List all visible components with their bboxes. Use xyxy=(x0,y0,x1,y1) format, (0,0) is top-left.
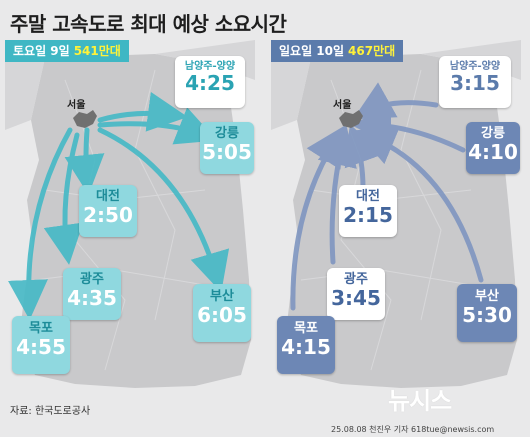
badge-gangneung: 강릉 5:05 xyxy=(200,122,254,174)
arrow-to-busan xyxy=(97,127,230,293)
travel-time: 5:05 xyxy=(202,140,252,165)
destination-name: 대전 xyxy=(96,189,120,204)
travel-time: 4:15 xyxy=(281,335,331,360)
badge-mokpo: 목포 4:15 xyxy=(277,316,335,374)
travel-time: 4:25 xyxy=(185,71,235,95)
sunday-date: 일요일 10일 xyxy=(279,44,345,58)
sunday-panel: 일요일 10일 467만대 서울 남양주-양양 3:15 강릉 4:10 대전 2… xyxy=(271,40,522,390)
badge-gwangju: 광주 4:35 xyxy=(63,268,121,320)
arrow-to-mokpo xyxy=(7,127,73,320)
travel-time: 4:55 xyxy=(16,335,66,360)
badge-mokpo: 목포 4:55 xyxy=(12,316,70,374)
travel-time: 2:15 xyxy=(343,203,393,228)
travel-time: 3:15 xyxy=(450,71,500,95)
destination-name: 광주 xyxy=(80,272,104,287)
sunday-label: 일요일 10일 467만대 xyxy=(271,40,404,62)
source-note: 자료: 한국도로공사 xyxy=(10,406,91,417)
destination-name: 부산 xyxy=(210,289,234,304)
credit-line: 25.08.08 천진우 기자 618tue@newsis.com xyxy=(331,425,495,434)
badge-gangneung: 강릉 4:10 xyxy=(466,122,520,174)
travel-time: 4:35 xyxy=(67,286,117,311)
destination-name: 강릉 xyxy=(215,126,239,141)
travel-time: 4:10 xyxy=(468,140,518,165)
badge-daejeon: 대전 2:15 xyxy=(339,185,397,237)
saturday-date: 토요일 9일 xyxy=(13,44,70,58)
seoul-marker-icon xyxy=(73,110,97,128)
seoul-label: 서울 xyxy=(333,100,352,111)
badge-busan: 부산 5:30 xyxy=(457,284,517,342)
arrow-from-busan xyxy=(355,127,484,283)
arrow-from-mokpo xyxy=(290,125,346,311)
travel-time: 5:30 xyxy=(462,303,512,328)
badge-gwangju: 광주 3:45 xyxy=(327,268,385,320)
destination-name: 목포 xyxy=(29,321,53,336)
badge-busan: 부산 6:05 xyxy=(193,284,251,342)
travel-time: 3:45 xyxy=(331,286,381,311)
destination-name: 강릉 xyxy=(481,126,505,141)
badge-daejeon: 대전 2:50 xyxy=(79,185,137,237)
arrow-to-gangneung xyxy=(97,107,217,145)
page-title: 주말 고속도로 최대 예상 소요시간 xyxy=(10,12,287,36)
destination-name: 목포 xyxy=(294,321,318,336)
newsis-logo: 뉴시스 xyxy=(388,387,452,415)
destination-name: 남양주-양양 xyxy=(184,61,236,72)
saturday-panel: 토요일 9일 541만대 서울 남양주-양양 4:25 강릉 5:05 대전 2:… xyxy=(5,40,256,390)
badge-namyangju-yangyang: 남양주-양양 3:15 xyxy=(439,56,511,108)
arrow-to-namyangju-yangyang xyxy=(97,91,188,132)
sunday-traffic-volume: 467만대 xyxy=(348,44,396,58)
arrow-to-daejeon xyxy=(64,127,105,195)
saturday-label: 토요일 9일 541만대 xyxy=(5,40,129,62)
destination-name: 광주 xyxy=(344,272,368,287)
destination-name: 대전 xyxy=(356,189,380,204)
badge-namyangju-yangyang: 남양주-양양 4:25 xyxy=(175,56,245,108)
seoul-label: 서울 xyxy=(67,100,86,111)
destination-name: 남양주-양양 xyxy=(449,61,501,72)
travel-time: 6:05 xyxy=(197,303,247,328)
destination-name: 부산 xyxy=(475,289,499,304)
saturday-traffic-volume: 541만대 xyxy=(73,44,121,58)
arrow-to-gwangju xyxy=(43,132,84,265)
travel-time: 2:50 xyxy=(83,203,133,228)
seoul-marker-icon xyxy=(339,110,363,128)
